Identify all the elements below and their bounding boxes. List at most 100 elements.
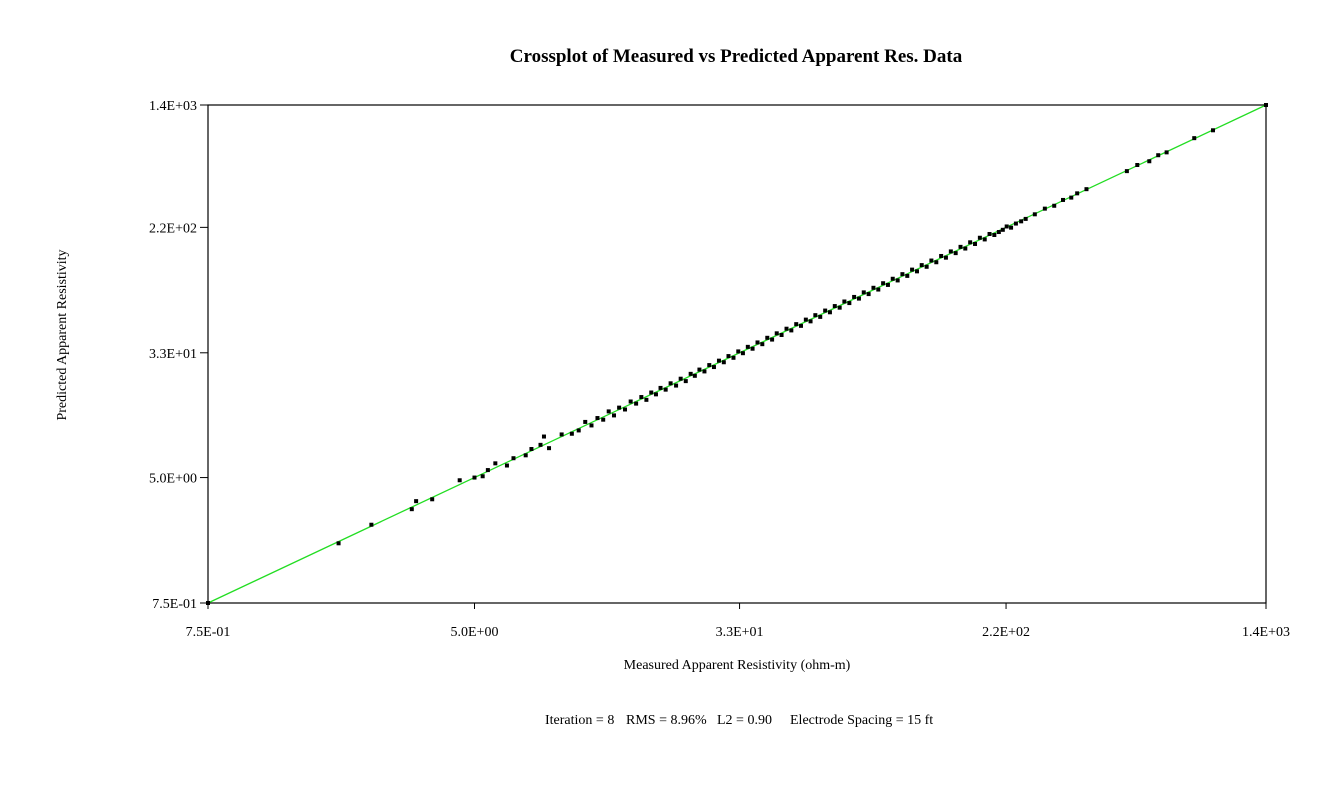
data-point xyxy=(934,260,939,265)
x-tick-label: 3.3E+01 xyxy=(716,625,764,640)
data-point xyxy=(750,346,755,351)
fit-line xyxy=(207,104,1267,604)
data-point xyxy=(644,397,649,402)
data-point xyxy=(973,241,978,246)
data-point xyxy=(765,335,770,340)
data-point xyxy=(1069,195,1074,200)
data-point xyxy=(818,314,823,319)
data-point xyxy=(784,326,789,331)
data-point xyxy=(658,385,663,390)
data-point xyxy=(914,269,919,274)
data-point xyxy=(678,376,683,381)
data-point xyxy=(1164,150,1169,155)
data-point xyxy=(504,463,509,468)
data-point xyxy=(823,308,828,313)
data-point xyxy=(414,499,419,504)
data-point xyxy=(493,461,498,466)
data-point xyxy=(827,310,832,315)
y-tick-label: 1.4E+03 xyxy=(149,99,197,114)
data-point xyxy=(1211,128,1216,133)
data-point xyxy=(653,392,658,397)
footer-iteration: Iteration = 8 xyxy=(545,713,614,728)
data-point xyxy=(601,417,606,422)
data-point xyxy=(866,292,871,297)
data-point xyxy=(628,399,633,404)
data-point xyxy=(977,235,982,240)
y-tick-label: 5.0E+00 xyxy=(149,472,197,487)
data-point xyxy=(996,230,1001,235)
data-point xyxy=(1023,216,1028,221)
footer-electrode-spacing: Electrode Spacing = 15 ft xyxy=(790,713,933,728)
data-point xyxy=(1061,197,1066,202)
data-point xyxy=(789,328,794,333)
data-point xyxy=(798,323,803,328)
data-point xyxy=(943,255,948,260)
data-point xyxy=(1147,159,1152,164)
data-point xyxy=(1192,136,1197,141)
data-point xyxy=(881,281,886,286)
data-point xyxy=(924,264,929,269)
fit-line-layer xyxy=(207,104,1267,604)
data-point xyxy=(606,409,611,414)
data-point xyxy=(760,342,765,347)
footer-rms: RMS = 8.96% xyxy=(626,713,707,728)
data-point xyxy=(538,442,543,447)
plot-area xyxy=(206,103,1268,605)
data-point xyxy=(707,363,712,368)
data-point xyxy=(683,379,688,384)
x-tick-label: 2.2E+02 xyxy=(982,625,1030,640)
x-axis-label: Measured Apparent Resistivity (ohm-m) xyxy=(624,658,851,673)
data-point xyxy=(583,419,588,424)
data-point xyxy=(511,456,516,461)
data-point xyxy=(1004,224,1009,229)
data-point xyxy=(1013,221,1018,226)
data-point xyxy=(910,267,915,272)
data-point xyxy=(634,401,639,406)
data-point xyxy=(890,276,895,281)
chart-title: Crossplot of Measured vs Predicted Appar… xyxy=(510,46,963,67)
data-point xyxy=(770,337,775,342)
y-axis: 7.5E-01 5.0E+00 3.3E+01 2.2E+02 1.4E+03 xyxy=(149,99,208,612)
data-point xyxy=(876,287,881,292)
data-point xyxy=(639,395,644,400)
data-point xyxy=(968,240,973,245)
data-point xyxy=(958,244,963,249)
data-point xyxy=(808,319,813,324)
data-point xyxy=(1032,212,1037,217)
data-point xyxy=(569,431,574,436)
footer-stats: Iteration = 8 RMS = 8.96% L2 = 0.90 Elec… xyxy=(545,713,933,728)
y-tick-label: 2.2E+02 xyxy=(149,221,197,236)
data-point xyxy=(663,387,668,392)
data-point xyxy=(674,383,679,388)
data-point xyxy=(1042,206,1047,211)
data-point xyxy=(711,365,716,370)
data-point xyxy=(485,468,490,473)
data-point xyxy=(589,423,594,428)
data-point xyxy=(1135,162,1140,167)
data-point xyxy=(688,371,693,376)
data-point xyxy=(852,294,857,299)
data-point xyxy=(774,331,779,336)
data-point xyxy=(409,507,414,512)
data-point xyxy=(523,453,528,458)
data-point xyxy=(1084,187,1089,192)
data-point xyxy=(576,428,581,433)
data-point xyxy=(963,246,968,251)
data-point xyxy=(472,475,477,480)
data-point xyxy=(1052,203,1057,208)
data-point xyxy=(649,390,654,395)
data-point xyxy=(731,355,736,360)
data-point xyxy=(987,231,992,236)
data-point xyxy=(847,301,852,306)
data-point xyxy=(1156,153,1161,158)
data-point xyxy=(529,447,534,452)
data-point xyxy=(559,432,564,437)
data-point xyxy=(992,232,997,237)
y-axis-label: Predicted Apparent Resistivity xyxy=(55,249,70,420)
data-point xyxy=(1124,169,1129,174)
data-point xyxy=(721,360,726,365)
data-point xyxy=(1264,103,1268,107)
data-point xyxy=(541,434,546,439)
data-point xyxy=(794,322,799,327)
